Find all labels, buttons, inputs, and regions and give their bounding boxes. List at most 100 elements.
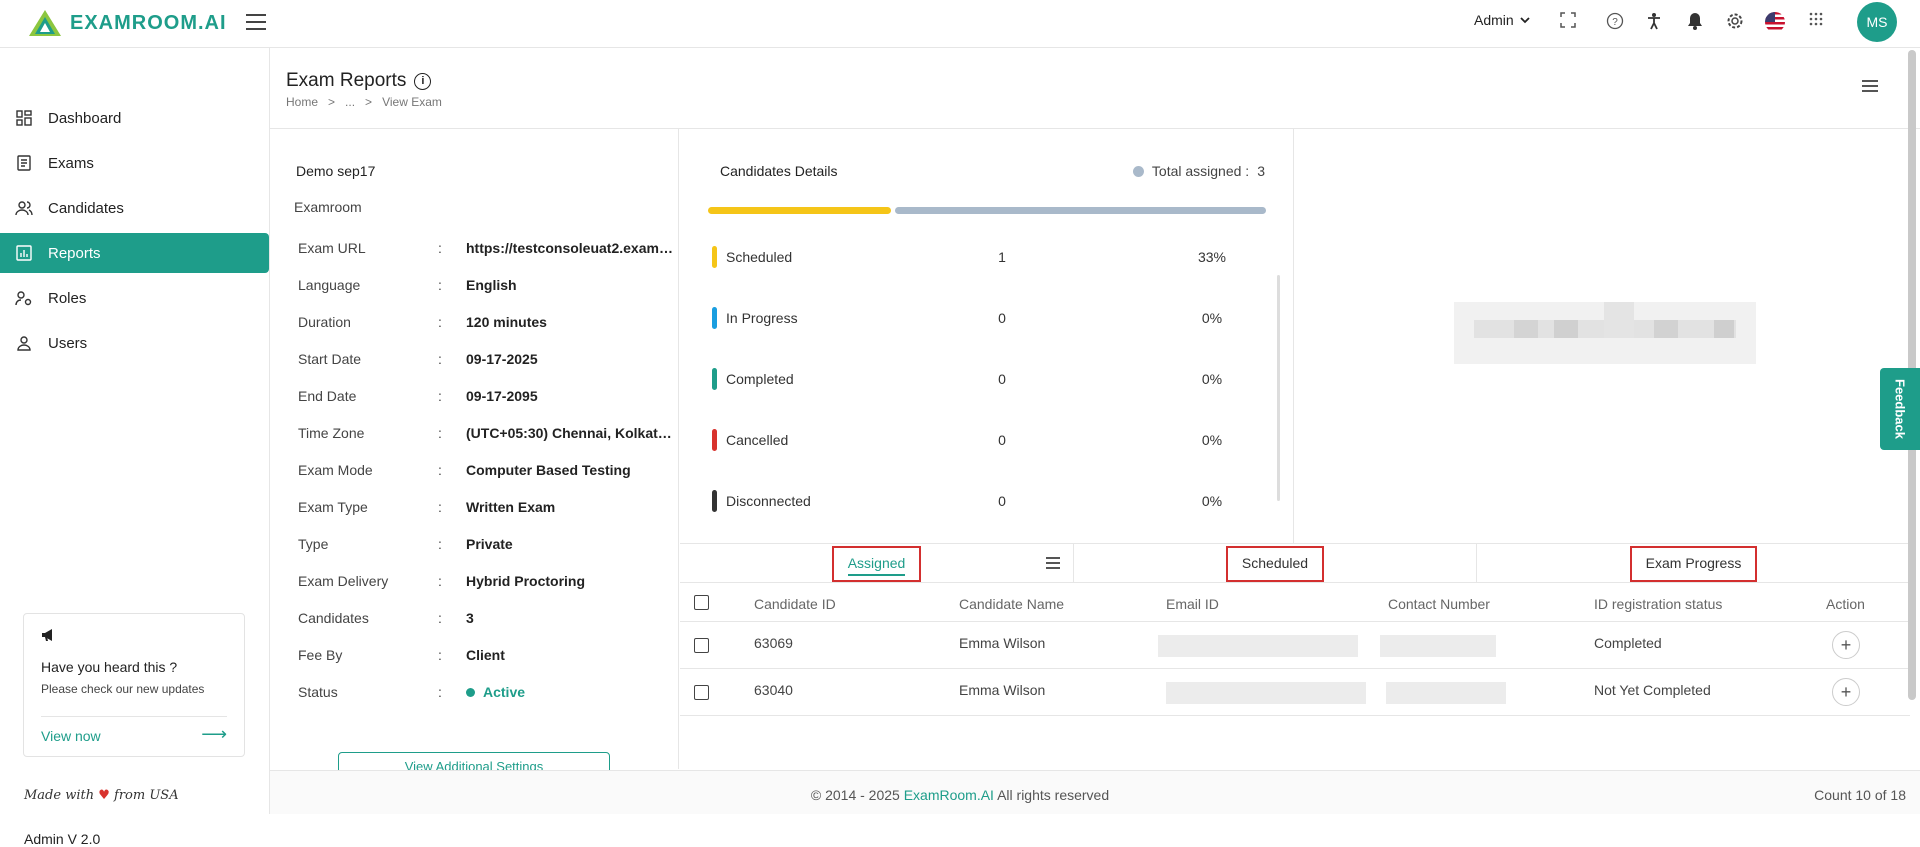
id-registration-status: Not Yet Completed <box>1594 682 1711 698</box>
exam-url-value[interactable]: https://testconsoleuat2.examroom.ai <box>466 240 678 256</box>
duration-row: Duration: 120 minutes <box>298 314 678 334</box>
column-list-icon[interactable] <box>1046 557 1060 572</box>
exam-delivery-row: Exam Delivery: Hybrid Proctoring <box>298 573 678 593</box>
settings-gear-icon[interactable] <box>1725 12 1745 32</box>
us-flag-icon[interactable] <box>1765 12 1785 32</box>
field-value: Private <box>466 536 513 552</box>
total-assigned-label: Total assigned : <box>1151 163 1250 179</box>
field-value: Hybrid Proctoring <box>466 573 586 589</box>
total-dot-icon <box>1132 165 1144 177</box>
field-separator: : <box>438 610 442 626</box>
field-value: Client <box>466 647 505 663</box>
active-tab-underline <box>847 574 906 576</box>
status-percent: 0% <box>1201 432 1223 448</box>
status-label: Scheduled <box>726 249 793 265</box>
field-separator: : <box>438 314 442 330</box>
sidebar-item-candidates[interactable]: Candidates <box>0 188 269 228</box>
sidebar-item-label: Exams <box>48 154 94 172</box>
breadcrumb-current: View Exam <box>382 95 442 109</box>
add-action-icon[interactable]: + <box>1832 678 1860 706</box>
candidate-name: Emma Wilson <box>959 635 1046 651</box>
total-assigned-value: 3 <box>1257 163 1265 179</box>
status-row-in-progress: In Progress 0 0% <box>712 307 1232 331</box>
progress-segment <box>708 207 891 214</box>
field-label: Fee By <box>298 647 343 663</box>
role-dropdown-label: Admin <box>1474 12 1514 28</box>
accessibility-icon[interactable] <box>1644 12 1664 32</box>
breadcrumb-ellipsis[interactable]: ... <box>345 95 356 109</box>
field-label: Language <box>298 277 361 293</box>
field-value: (UTC+05:30) Chennai, Kolkata, Mumbai, Ne… <box>466 425 678 441</box>
menu-toggle-icon[interactable] <box>246 14 266 30</box>
status-value: Active <box>483 684 526 700</box>
footer-brand-link[interactable]: ExamRoom.AI <box>903 787 994 803</box>
column-header[interactable]: Candidate ID <box>754 596 836 612</box>
field-separator: : <box>438 425 442 441</box>
user-avatar[interactable]: MS <box>1857 2 1897 42</box>
role-dropdown[interactable]: Admin <box>1474 12 1530 28</box>
field-value: 09-17-2095 <box>466 388 538 404</box>
breadcrumb-home[interactable]: Home <box>286 95 319 109</box>
sidebar-item-roles[interactable]: Roles <box>0 278 269 318</box>
status-percent: 0% <box>1201 371 1223 387</box>
tab-exam-progress[interactable]: Exam Progress <box>1477 544 1910 583</box>
copyright-prefix: © 2014 - 2025 <box>810 787 900 803</box>
redacted-email <box>1158 635 1358 657</box>
help-icon[interactable]: ? <box>1605 12 1625 32</box>
fullscreen-icon[interactable] <box>1558 12 1578 32</box>
status-color-marker <box>712 307 717 329</box>
notification-bell-icon[interactable] <box>1685 12 1705 32</box>
column-header[interactable]: ID registration status <box>1594 596 1723 612</box>
sidebar-item-reports[interactable]: Reports <box>0 233 269 273</box>
arrow-right-icon[interactable]: ⟶ <box>201 724 227 744</box>
candidate-id: 63040 <box>754 682 793 698</box>
breadcrumb-separator: > <box>365 95 373 109</box>
brand-logo[interactable]: EXAMROOM.AI <box>28 6 227 40</box>
made-with-prefix: Made with <box>24 788 95 803</box>
add-action-icon[interactable]: + <box>1832 631 1860 659</box>
status-row-completed: Completed 0 0% <box>712 368 1232 392</box>
tab-assigned[interactable]: Assigned <box>680 544 1074 583</box>
divider <box>41 716 227 717</box>
sidebar-item-users[interactable]: Users <box>0 323 269 363</box>
sidebar-item-exams[interactable]: Exams <box>0 143 269 183</box>
column-header: Action <box>1826 596 1865 612</box>
sidebar-item-label: Reports <box>48 244 101 262</box>
exam-type-row: Exam Type: Written Exam <box>298 499 678 519</box>
row-checkbox[interactable] <box>694 638 709 653</box>
field-separator: : <box>438 573 442 589</box>
field-label: Type <box>298 536 329 552</box>
status-color-marker <box>712 429 717 451</box>
reports-icon <box>15 244 33 262</box>
copyright-suffix: All rights reserved <box>997 787 1110 803</box>
status-percent: 0% <box>1201 493 1223 509</box>
field-label: Candidates <box>298 610 369 626</box>
tab-label-text: Assigned <box>847 555 906 571</box>
apps-grid-icon[interactable] <box>1806 12 1826 32</box>
select-all-checkbox[interactable] <box>694 595 709 610</box>
view-now-link[interactable]: View now <box>41 728 101 744</box>
redacted-email <box>1166 682 1366 704</box>
dashboard-icon <box>15 109 33 127</box>
row-checkbox[interactable] <box>694 685 709 700</box>
list-view-icon[interactable] <box>1862 80 1878 95</box>
info-icon[interactable]: i <box>414 72 432 90</box>
tab-scheduled[interactable]: Scheduled <box>1074 544 1477 583</box>
sidebar-item-label: Candidates <box>48 199 124 217</box>
status-count: 0 <box>998 371 1006 387</box>
brand-name: EXAMROOM.AI <box>70 11 227 34</box>
made-with-suffix: from USA <box>114 788 179 803</box>
status-list-scrollbar[interactable] <box>1277 275 1280 501</box>
redacted-chart-area <box>1454 302 1756 364</box>
column-header[interactable]: Email ID <box>1166 596 1219 612</box>
sidebar-item-dashboard[interactable]: Dashboard <box>0 98 269 138</box>
field-separator: : <box>438 240 442 256</box>
redacted-contact <box>1386 682 1506 704</box>
column-header[interactable]: Candidate Name <box>959 596 1065 612</box>
feedback-button[interactable]: Feedback <box>1880 368 1920 450</box>
start-date-row: Start Date: 09-17-2025 <box>298 351 678 371</box>
sidebar-item-label: Roles <box>48 289 87 307</box>
table-row: 63069 Emma Wilson Completed + <box>680 623 1910 669</box>
column-header[interactable]: Contact Number <box>1388 596 1490 612</box>
record-count: Count 10 of 18 <box>1814 787 1906 803</box>
